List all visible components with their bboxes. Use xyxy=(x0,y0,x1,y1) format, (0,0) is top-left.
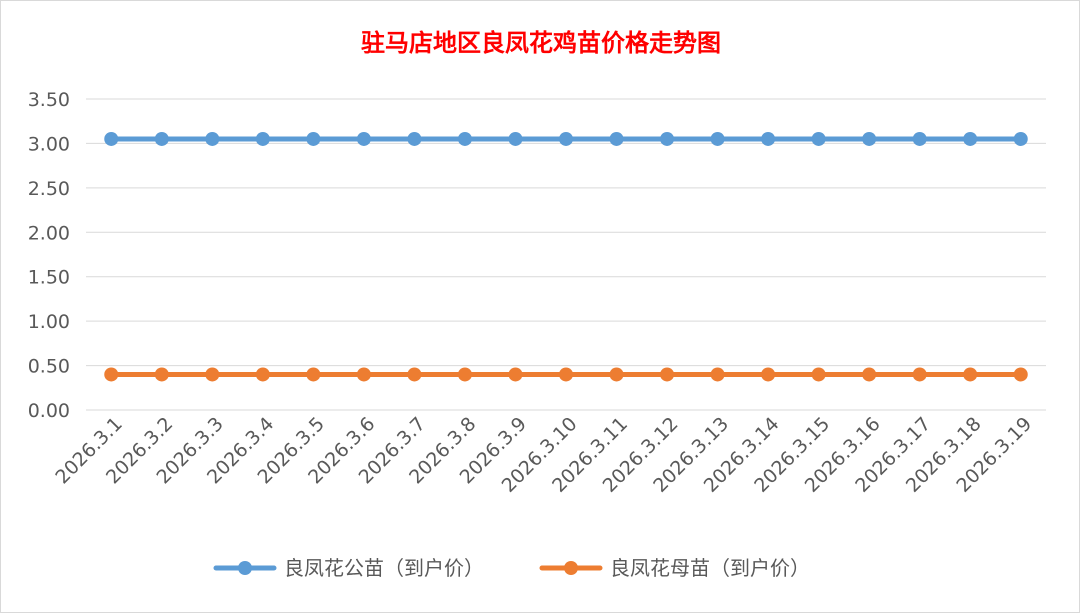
data-point xyxy=(457,131,472,146)
data-point xyxy=(912,367,927,382)
data-point xyxy=(862,367,877,382)
data-point xyxy=(154,367,169,382)
data-point xyxy=(255,367,270,382)
data-point xyxy=(559,367,573,382)
data-point xyxy=(761,131,776,146)
data-point xyxy=(811,367,826,382)
data-point xyxy=(761,367,776,382)
data-point xyxy=(811,131,826,146)
legend-item: 良凤花公苗（到户价） xyxy=(213,556,484,580)
data-point xyxy=(660,131,675,146)
series-1 xyxy=(104,131,1028,146)
data-point xyxy=(154,131,169,146)
legend-swatch-marker xyxy=(564,561,578,575)
data-point xyxy=(508,131,523,146)
data-point xyxy=(205,131,220,146)
data-point xyxy=(609,367,624,382)
legend-label: 良凤花公苗（到户价） xyxy=(284,556,484,580)
data-point xyxy=(205,367,220,382)
data-point xyxy=(104,367,119,382)
data-point xyxy=(407,131,422,146)
data-point xyxy=(912,131,927,146)
data-point xyxy=(104,131,119,146)
y-tick-label: 2.00 xyxy=(28,222,70,244)
data-point xyxy=(1013,367,1028,382)
y-tick-label: 1.00 xyxy=(28,311,70,333)
y-tick-label: 3.50 xyxy=(28,89,70,111)
data-point xyxy=(356,131,371,146)
data-point xyxy=(306,131,321,146)
data-point xyxy=(457,367,472,382)
y-axis-tick-labels: 0.00 0.50 1.00 1.50 2.00 2.50 3.00 3.50 xyxy=(28,89,70,422)
x-axis-tick-labels: 2026.3.12026.3.22026.3.32026.3.42026.3.5… xyxy=(51,413,1036,497)
legend: 良凤花公苗（到户价） 良凤花母苗（到户价） xyxy=(213,556,810,580)
data-point xyxy=(356,367,371,382)
data-point xyxy=(710,131,725,146)
series-lines xyxy=(104,131,1028,382)
gridlines xyxy=(86,98,1046,411)
legend-swatch-marker xyxy=(238,561,252,575)
data-point xyxy=(1013,131,1028,146)
data-point xyxy=(963,367,978,382)
data-point xyxy=(710,367,725,382)
chart-title: 驻马店地区良凤花鸡苗价格走势图 xyxy=(361,28,721,57)
y-tick-label: 3.00 xyxy=(28,133,70,155)
data-point xyxy=(660,367,675,382)
data-point xyxy=(609,131,624,146)
y-tick-label: 0.00 xyxy=(28,400,70,422)
data-point xyxy=(255,131,270,146)
series-2 xyxy=(104,367,1028,382)
data-point xyxy=(862,131,877,146)
y-tick-label: 1.50 xyxy=(28,267,70,289)
data-point xyxy=(306,367,321,382)
data-point xyxy=(508,367,523,382)
y-tick-label: 2.50 xyxy=(28,178,70,200)
data-point xyxy=(407,367,422,382)
legend-label: 良凤花母苗（到户价） xyxy=(610,556,810,580)
data-point xyxy=(559,131,573,146)
legend-item: 良凤花母苗（到户价） xyxy=(539,556,810,580)
data-point xyxy=(963,131,978,146)
y-tick-label: 0.50 xyxy=(28,356,70,378)
